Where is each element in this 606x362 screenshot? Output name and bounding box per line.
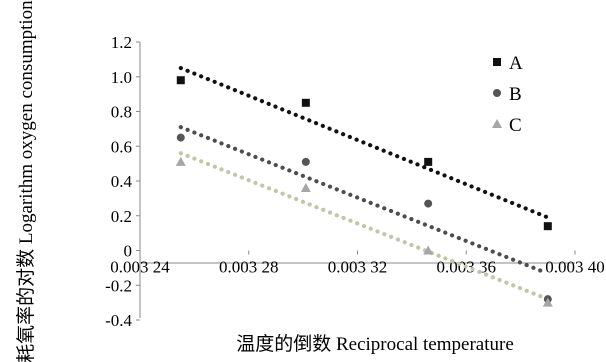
y-tick-label: 1.0 xyxy=(111,68,132,87)
x-axis-title: 温度的倒数 Reciprocal temperature xyxy=(236,333,514,355)
y-ticks: -0.4 -0.2 0 0.2 0.4 0.6 0.8 1.0 1.2 xyxy=(105,33,140,330)
legend-label-c: C xyxy=(509,115,522,136)
y-tick-label: 0 xyxy=(124,242,133,261)
trendline-a xyxy=(178,65,550,220)
legend-marker-a xyxy=(493,58,501,66)
y-tick-label: 0.4 xyxy=(111,172,133,191)
x-tick-label: 0.003 40 xyxy=(545,258,605,277)
point-c xyxy=(175,156,186,166)
point-a xyxy=(301,98,310,107)
legend-label-a: A xyxy=(509,53,523,74)
x-tick-label: 0.003 32 xyxy=(328,258,388,277)
y-axis-title: 耗氧率的对数 Logarithm oxygen consumption rate xyxy=(15,0,37,362)
legend: ABC xyxy=(492,53,523,136)
point-a xyxy=(176,76,185,85)
y-tick-label: 0.2 xyxy=(111,207,132,226)
y-tick-label: 0.6 xyxy=(111,137,132,156)
x-tick-label: 0.003 28 xyxy=(219,258,279,277)
y-tick-label: -0.4 xyxy=(105,311,132,330)
point-b xyxy=(301,157,310,166)
x-tick-label: 0.003 24 xyxy=(110,258,170,277)
point-c xyxy=(300,182,311,192)
y-tick-label: -0.2 xyxy=(105,276,132,295)
axes xyxy=(139,42,575,318)
trendlines xyxy=(178,65,550,302)
y-tick-label: 0.8 xyxy=(111,103,132,122)
legend-marker-c xyxy=(492,119,502,128)
point-b xyxy=(176,133,185,142)
point-b xyxy=(424,199,433,208)
trendline-c xyxy=(178,151,550,302)
point-c xyxy=(423,245,434,255)
trendline-b xyxy=(178,125,545,274)
y-tick-label: 1.2 xyxy=(111,33,132,52)
legend-label-b: B xyxy=(509,84,522,105)
point-c xyxy=(542,297,553,307)
legend-marker-b xyxy=(493,89,501,97)
data-points xyxy=(175,76,553,307)
point-a xyxy=(424,157,433,166)
point-a xyxy=(543,222,552,231)
